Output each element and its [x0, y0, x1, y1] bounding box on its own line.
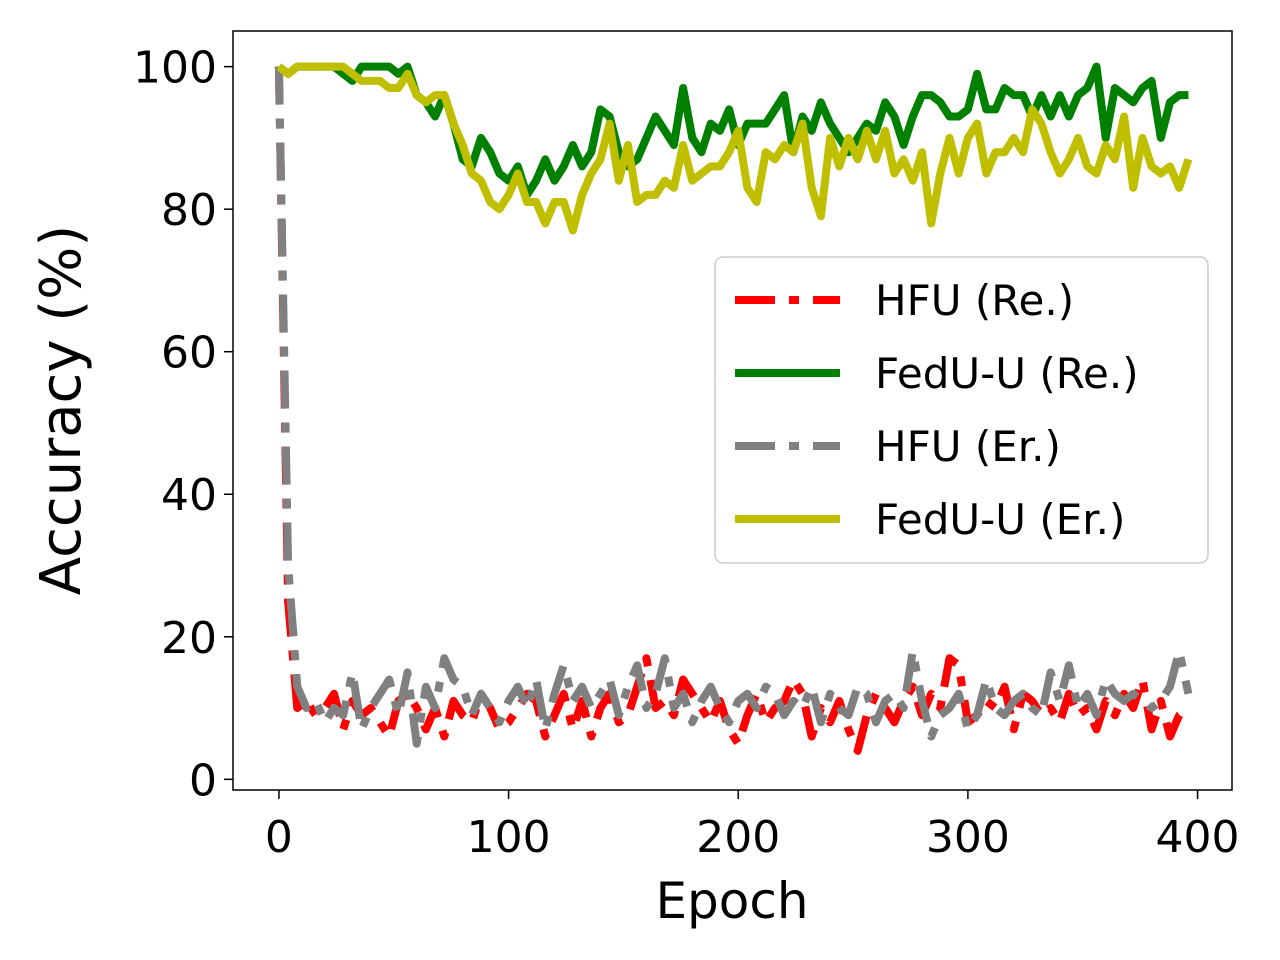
- y-tick-label: 20: [161, 613, 217, 664]
- legend-label-hfu-re: HFU (Re.): [875, 276, 1074, 325]
- series-line-fedu-u-re: [276, 62, 1189, 199]
- series-layer: [274, 62, 1193, 755]
- legend-label-hfu-er: HFU (Er.): [875, 422, 1061, 471]
- x-tick-label: 100: [467, 812, 551, 863]
- legend-label-fedu-u-er: FedU-U (Er.): [875, 495, 1125, 544]
- y-tick-label: 80: [161, 185, 217, 236]
- x-tick-label: 300: [926, 812, 1010, 863]
- y-tick-label: 40: [161, 470, 217, 521]
- x-tick-label: 0: [265, 812, 293, 863]
- x-axis-label: Epoch: [655, 872, 808, 930]
- plot-area-frame: [232, 30, 1233, 791]
- legend-frame: [714, 256, 1209, 564]
- legend-label-fedu-u-re: FedU-U (Re.): [875, 349, 1139, 398]
- y-axis-label: Accuracy (%): [29, 225, 94, 595]
- legend: HFU (Re.) FedU-U (Re.) HFU (Er.) FedU-U (Er…: [714, 256, 1209, 564]
- y-tick-label: 60: [161, 328, 217, 379]
- y-tick-label: 100: [133, 43, 217, 94]
- y-axis-ticks: 0 20 40 60 80 100: [133, 43, 233, 806]
- x-tick-label: 200: [696, 812, 780, 863]
- series-line-hfu-er: [274, 66, 1193, 748]
- y-tick-label: 0: [189, 755, 217, 806]
- series-line-fedu-u-er: [276, 62, 1193, 235]
- x-tick-label: 400: [1156, 812, 1240, 863]
- x-axis-ticks: 0 100 200 300 400: [265, 790, 1240, 863]
